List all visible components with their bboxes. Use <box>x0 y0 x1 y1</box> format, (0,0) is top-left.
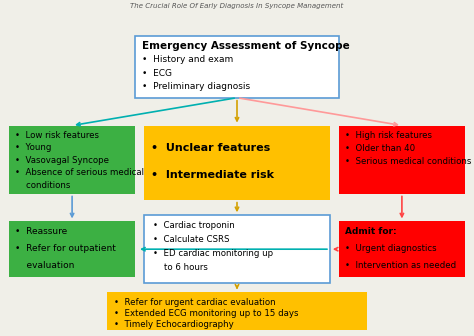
FancyBboxPatch shape <box>144 126 330 200</box>
Text: conditions: conditions <box>15 180 70 190</box>
Text: •  Reassure: • Reassure <box>15 227 67 236</box>
Text: •  Low risk features: • Low risk features <box>15 131 99 140</box>
Text: •  ECG: • ECG <box>142 69 172 78</box>
Text: Admit for:: Admit for: <box>345 227 396 236</box>
Text: •  Urgent diagnostics: • Urgent diagnostics <box>345 244 437 253</box>
Text: •  Extended ECG monitoring up to 15 days: • Extended ECG monitoring up to 15 days <box>114 309 299 318</box>
Text: •  Unclear features: • Unclear features <box>151 142 270 153</box>
Text: to 6 hours: to 6 hours <box>154 263 208 272</box>
Text: •  Absence of serious medical: • Absence of serious medical <box>15 168 144 177</box>
Text: •  Vasovagal Syncope: • Vasovagal Syncope <box>15 156 109 165</box>
Text: evaluation: evaluation <box>15 261 74 270</box>
Text: •  Refer for urgent cardiac evaluation: • Refer for urgent cardiac evaluation <box>114 298 275 307</box>
Text: •  Older than 40: • Older than 40 <box>345 144 415 153</box>
Text: •  High risk features: • High risk features <box>345 131 432 140</box>
FancyBboxPatch shape <box>107 292 367 330</box>
Text: •  Preliminary diagnosis: • Preliminary diagnosis <box>142 82 250 91</box>
FancyBboxPatch shape <box>135 36 339 98</box>
FancyBboxPatch shape <box>339 126 465 194</box>
Text: •  Young: • Young <box>15 143 51 153</box>
Text: •  History and exam: • History and exam <box>142 55 233 64</box>
Text: •  Refer for outpatient: • Refer for outpatient <box>15 244 116 253</box>
Text: •  Intermediate risk: • Intermediate risk <box>151 170 274 180</box>
Text: •  ED cardiac monitoring up: • ED cardiac monitoring up <box>154 249 273 258</box>
Text: •  Calculate CSRS: • Calculate CSRS <box>154 235 230 244</box>
Text: The Crucial Role Of Early Diagnosis In Syncope Management: The Crucial Role Of Early Diagnosis In S… <box>130 3 344 9</box>
FancyBboxPatch shape <box>144 215 330 283</box>
FancyBboxPatch shape <box>9 126 135 194</box>
FancyBboxPatch shape <box>339 221 465 277</box>
Text: Emergency Assessment of Syncope: Emergency Assessment of Syncope <box>142 41 349 51</box>
Text: •  Cardiac troponin: • Cardiac troponin <box>154 221 235 230</box>
FancyBboxPatch shape <box>9 221 135 277</box>
Text: •  Serious medical conditions: • Serious medical conditions <box>345 157 471 166</box>
Text: •  Timely Echocardiography: • Timely Echocardiography <box>114 320 234 329</box>
Text: •  Intervention as needed: • Intervention as needed <box>345 261 456 270</box>
